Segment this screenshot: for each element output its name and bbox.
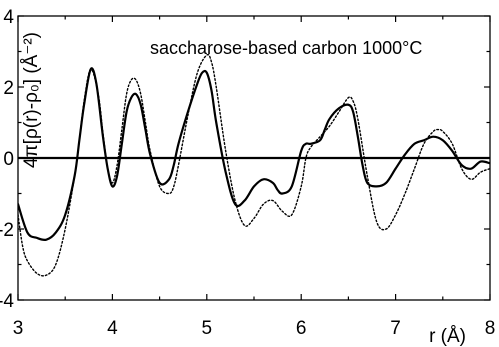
series-line-solid	[18, 67, 490, 242]
x-tick-label: 5	[202, 318, 213, 339]
x-tick-label: 6	[296, 318, 307, 339]
chart-annotation: saccharose-based carbon 1000°C	[150, 38, 422, 58]
ticks-layer	[17, 15, 491, 301]
x-tick-label: 4	[107, 318, 118, 339]
series-line-dotted	[18, 53, 490, 277]
y-axis-title: 4π[ρ(r)-ρ₀] (Å⁻²)	[21, 32, 42, 168]
labels-layer: 3 4 5 6 7 8 -4 -2 0 2 4	[0, 7, 495, 339]
x-tick-label: 3	[13, 318, 24, 339]
y-tick-label: -4	[0, 291, 14, 312]
y-tick-label: 4	[3, 7, 14, 28]
x-axis-title: r (Å)	[429, 326, 466, 347]
y-tick-label: -2	[0, 220, 14, 241]
x-tick-label: 8	[485, 318, 496, 339]
y-tick-label: 2	[3, 78, 14, 99]
x-tick-label: 7	[390, 318, 401, 339]
y-tick-label: 0	[3, 149, 14, 170]
series-layer	[18, 53, 490, 277]
